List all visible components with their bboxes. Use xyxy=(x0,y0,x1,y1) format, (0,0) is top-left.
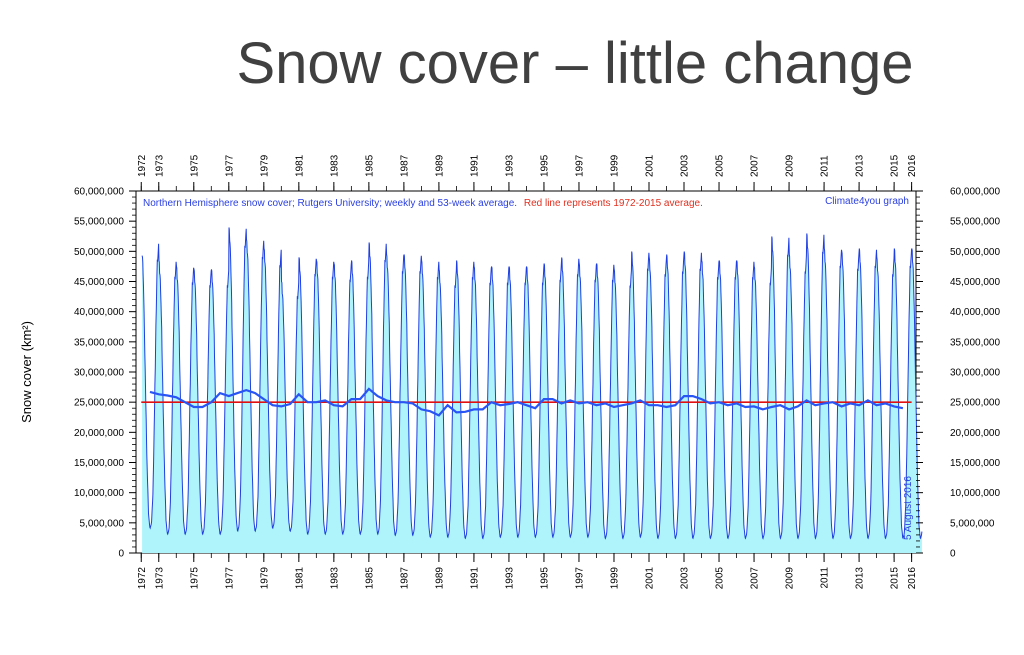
x-tick-label-bottom: 1991 xyxy=(469,567,480,590)
y-tick-label-left: 40,000,000 xyxy=(74,307,124,318)
chart-title: Northern Hemisphere snow cover; Rutgers … xyxy=(143,198,703,209)
y-tick-label-right: 25,000,000 xyxy=(950,398,1000,409)
weekly-fill xyxy=(142,227,922,553)
x-tick-label-top: 2013 xyxy=(855,154,866,177)
x-tick-label-bottom: 2001 xyxy=(644,567,655,590)
y-tick-label-left: 60,000,000 xyxy=(74,187,124,198)
x-tick-label-bottom: 1989 xyxy=(434,567,445,590)
x-tick-label-bottom: 1979 xyxy=(259,567,270,590)
y-tick-label-right: 40,000,000 xyxy=(950,307,1000,318)
y-tick-label-right: 35,000,000 xyxy=(950,337,1000,348)
x-tick-label-top: 1983 xyxy=(329,154,340,177)
y-tick-label-left: 50,000,000 xyxy=(74,247,124,258)
y-tick-label-right: 15,000,000 xyxy=(950,458,1000,469)
x-tick-label-bottom: 2005 xyxy=(715,567,726,590)
chart-subtitle: Red line represents 1972-2015 average. xyxy=(524,198,703,209)
weekly-line xyxy=(141,227,923,540)
y-tick-label-left: 35,000,000 xyxy=(74,337,124,348)
x-tick-label-bottom: 1985 xyxy=(364,567,375,590)
y-tick-label-right: 45,000,000 xyxy=(950,277,1000,288)
y-tick-label-left: 15,000,000 xyxy=(74,458,124,469)
x-tick-label-top: 1972 xyxy=(137,154,148,177)
y-tick-label-right: 55,000,000 xyxy=(950,217,1000,228)
y-tick-label-right: 50,000,000 xyxy=(950,247,1000,258)
y-tick-label-left: 0 xyxy=(118,549,124,560)
y-tick-label-left: 45,000,000 xyxy=(74,277,124,288)
x-tick-label-bottom: 2007 xyxy=(750,567,761,590)
x-tick-label-top: 2009 xyxy=(785,154,796,177)
y-tick-label-right: 10,000,000 xyxy=(950,488,1000,499)
x-tick-label-top: 1977 xyxy=(224,154,235,177)
x-tick-label-bottom: 1995 xyxy=(539,567,550,590)
x-tick-label-top: 2007 xyxy=(750,154,761,177)
x-tick-label-top: 1999 xyxy=(609,154,620,177)
x-tick-label-bottom: 2003 xyxy=(680,567,691,590)
chart-title-main: Northern Hemisphere snow cover; Rutgers … xyxy=(143,198,517,209)
x-tick-label-top: 1997 xyxy=(574,154,585,177)
x-tick-label-top: 2005 xyxy=(715,154,726,177)
date-label: 5 August 2016 xyxy=(903,476,914,540)
slide-title: Snow cover – little change xyxy=(236,31,914,96)
x-tick-label-top: 2011 xyxy=(820,155,831,177)
y-tick-label-left: 20,000,000 xyxy=(74,428,124,439)
x-tick-label-bottom: 1973 xyxy=(154,567,165,590)
x-tick-label-top: 1973 xyxy=(154,154,165,177)
x-tick-label-bottom: 1997 xyxy=(574,567,585,590)
x-tick-label-top: 2016 xyxy=(907,154,918,177)
x-tick-label-bottom: 1993 xyxy=(504,567,515,590)
x-tick-label-top: 1985 xyxy=(364,154,375,177)
y-tick-label-left: 55,000,000 xyxy=(74,217,124,228)
x-tick-label-top: 1979 xyxy=(259,154,270,177)
x-tick-label-top: 2003 xyxy=(680,154,691,177)
x-tick-label-bottom: 2009 xyxy=(785,567,796,590)
y-tick-label-left: 25,000,000 xyxy=(74,398,124,409)
credit-label: Climate4you graph xyxy=(825,196,909,207)
y-tick-label-left: 10,000,000 xyxy=(74,488,124,499)
y-tick-label-left: 5,000,000 xyxy=(80,518,125,529)
x-tick-label-bottom: 1999 xyxy=(609,567,620,590)
x-tick-label-bottom: 2016 xyxy=(907,567,918,590)
x-tick-label-top: 1975 xyxy=(189,154,200,177)
average-line xyxy=(149,387,904,417)
x-tick-label-top: 1993 xyxy=(504,154,515,177)
y-tick-label-left: 30,000,000 xyxy=(74,368,124,379)
x-tick-label-top: 1987 xyxy=(399,154,410,177)
x-tick-label-top: 2015 xyxy=(890,154,901,177)
x-tick-label-top: 1989 xyxy=(434,154,445,177)
x-tick-label-bottom: 1983 xyxy=(329,567,340,590)
y-tick-label-right: 60,000,000 xyxy=(950,187,1000,198)
weekly-fill-area xyxy=(142,227,922,553)
weekly-series xyxy=(141,227,923,540)
average-series xyxy=(149,387,904,417)
y-tick-label-right: 5,000,000 xyxy=(950,518,995,529)
y-tick-label-right: 20,000,000 xyxy=(950,428,1000,439)
x-tick-label-bottom: 1972 xyxy=(137,567,148,590)
x-tick-label-bottom: 1977 xyxy=(224,567,235,590)
x-tick-label-bottom: 2015 xyxy=(890,567,901,590)
y-tick-label-right: 0 xyxy=(950,549,956,560)
axes: 0 0 5,000,000 5,000,000 10,000,000 10,000,000… xyxy=(74,154,1001,589)
x-tick-label-top: 1991 xyxy=(469,154,480,177)
x-tick-label-top: 1995 xyxy=(539,154,550,177)
y-axis-label: Snow cover (km²) xyxy=(19,321,34,423)
x-tick-label-top: 2001 xyxy=(644,154,655,177)
x-tick-label-bottom: 1975 xyxy=(189,567,200,590)
x-tick-label-bottom: 1987 xyxy=(399,567,410,590)
x-tick-label-bottom: 2011 xyxy=(820,567,831,589)
x-tick-label-bottom: 1981 xyxy=(294,567,305,590)
x-tick-label-top: 1981 xyxy=(294,154,305,177)
x-tick-label-bottom: 2013 xyxy=(855,567,866,590)
y-tick-label-right: 30,000,000 xyxy=(950,368,1000,379)
